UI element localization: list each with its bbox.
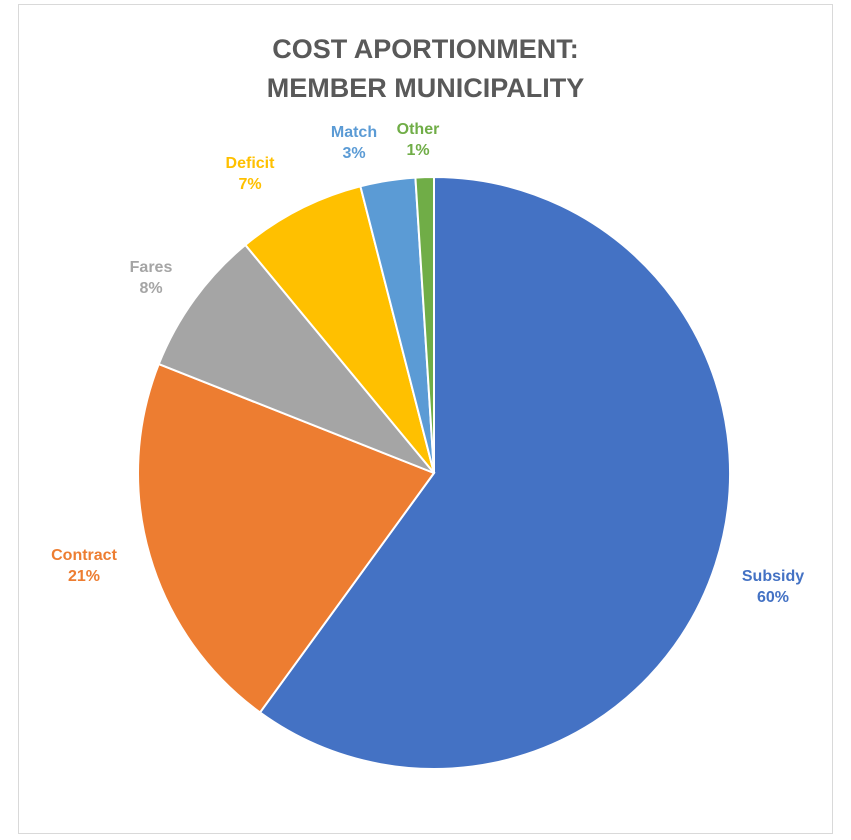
chart-title-line-2: MEMBER MUNICIPALITY bbox=[266, 73, 585, 103]
data-label-category: Contract bbox=[51, 547, 117, 564]
data-label-fares: Fares 8% bbox=[130, 259, 173, 297]
data-label-category: Match bbox=[331, 124, 377, 141]
pie-slice-deficit bbox=[243, 185, 435, 474]
data-label-value: 7% bbox=[238, 176, 261, 193]
data-label-category: Fares bbox=[130, 259, 173, 276]
pie-slice-subsidy bbox=[258, 175, 731, 770]
pie-slice-fares bbox=[157, 243, 435, 474]
data-label-deficit: Deficit 7% bbox=[226, 155, 276, 193]
data-label-category: Other bbox=[397, 121, 440, 138]
data-label-match: Match 3% bbox=[331, 124, 377, 162]
data-label-category: Deficit bbox=[226, 155, 276, 172]
data-label-subsidy: Subsidy 60% bbox=[742, 568, 804, 606]
pie-slice-other bbox=[414, 175, 435, 474]
data-label-other: Other 1% bbox=[397, 121, 440, 159]
data-label-value: 21% bbox=[68, 568, 100, 585]
data-label-value: 1% bbox=[406, 142, 429, 159]
chart-title: COST APORTIONMENT: MEMBER MUNICIPALITY bbox=[0, 30, 851, 108]
data-label-value: 3% bbox=[342, 145, 365, 162]
data-label-value: 8% bbox=[139, 280, 162, 297]
data-label-value: 60% bbox=[757, 589, 789, 606]
chart-title-line-1: COST APORTIONMENT: bbox=[272, 34, 579, 64]
data-label-contract: Contract 21% bbox=[51, 547, 117, 585]
pie-slice-contract bbox=[137, 362, 436, 714]
data-label-category: Subsidy bbox=[742, 568, 804, 585]
